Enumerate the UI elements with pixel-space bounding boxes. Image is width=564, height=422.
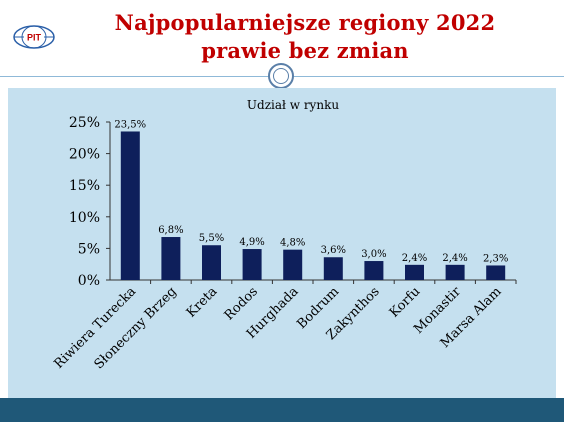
y-tick-label: 25% <box>69 115 100 131</box>
bar <box>242 249 262 280</box>
bar <box>161 237 181 280</box>
bar <box>486 265 506 280</box>
slide-title-line-2: prawie bez zmian <box>201 38 409 63</box>
logo-text: PIT <box>27 33 42 43</box>
slide-title-line-1: Najpopularniejsze regiony 2022 <box>114 10 496 35</box>
footer-bar <box>0 398 564 422</box>
chart-panel: Udział w rynku 0% 5% 10% 15% 20% 25% 23,5% Riwie… <box>8 88 556 398</box>
y-tick-label: 5% <box>78 241 100 257</box>
bar <box>364 261 384 280</box>
y-tick-label: 0% <box>78 273 100 289</box>
y-tick-label: 20% <box>69 147 100 163</box>
bar-data-label: 6,8% <box>158 225 183 236</box>
bar-data-label: 2,4% <box>402 253 427 264</box>
pit-logo-icon: PIT <box>13 25 55 49</box>
bar <box>323 257 343 280</box>
bar <box>283 249 303 280</box>
bar-data-label: 2,3% <box>483 253 508 264</box>
chart-title: Udział w rynku <box>247 98 339 112</box>
slide-header: PIT Najpopularniejsze regiony 2022 prawi… <box>0 0 564 72</box>
bar <box>120 131 140 280</box>
bar-data-label: 4,9% <box>239 237 264 248</box>
divider-circle-ornament <box>268 63 294 89</box>
x-category-label: Korfu <box>387 284 423 320</box>
y-tick-label: 15% <box>69 178 100 194</box>
x-category-label: Rodos <box>222 284 261 323</box>
bar-data-label: 3,0% <box>361 249 386 260</box>
y-tick-label: 10% <box>69 210 100 226</box>
bar <box>445 264 465 280</box>
bar-data-label: 23,5% <box>114 119 146 130</box>
bar-data-label: 5,5% <box>199 233 224 244</box>
bar-data-label: 4,8% <box>280 238 305 249</box>
x-category-label: Kreta <box>184 284 221 321</box>
bar-data-label: 2,4% <box>442 253 467 264</box>
bar <box>202 245 221 280</box>
bar <box>405 264 424 280</box>
bar-data-label: 3,6% <box>321 245 346 256</box>
